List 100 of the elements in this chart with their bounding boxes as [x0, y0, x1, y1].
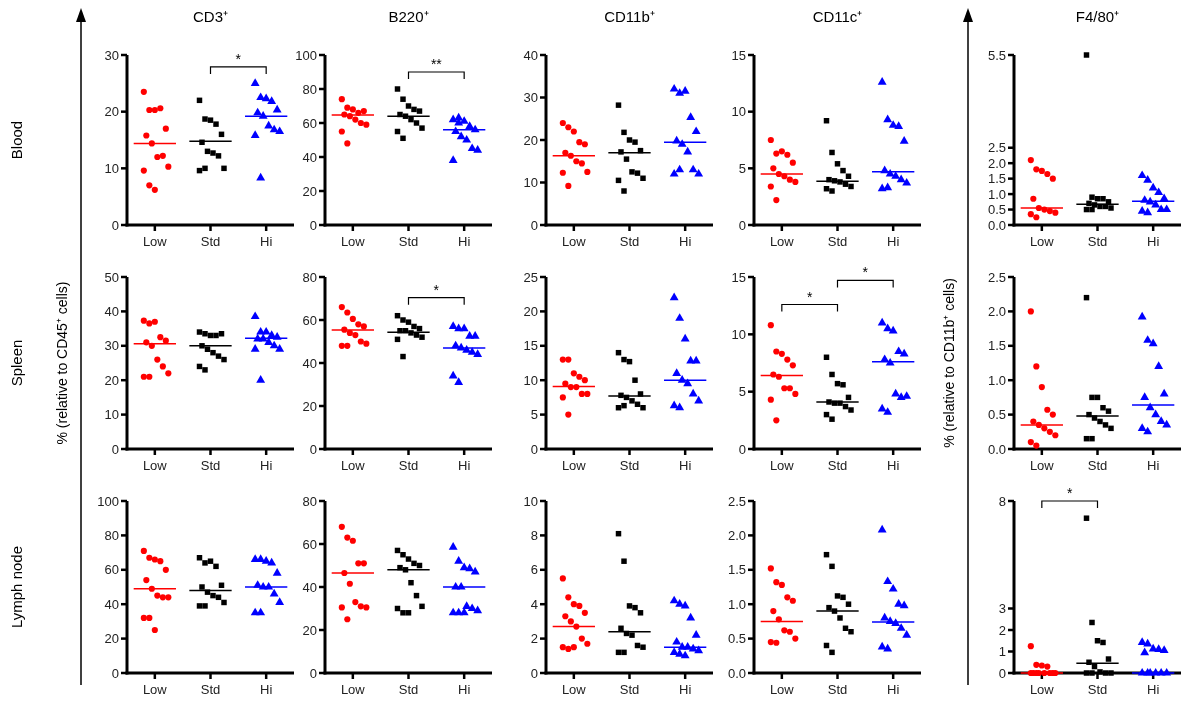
y-tick-label: 0 — [530, 441, 538, 457]
y-tick-label: 60 — [104, 562, 119, 578]
y-tick-label: 0 — [530, 665, 538, 681]
x-tick-label: Low — [340, 234, 366, 249]
x-tick-label: Std — [827, 458, 848, 473]
y-axis-title: Blood — [8, 120, 25, 160]
y-tick-label: 0 — [111, 217, 119, 233]
y-tick-label: 30 — [104, 338, 119, 354]
y-tick-label: 40 — [302, 149, 317, 165]
y-tick-label: 2.5 — [987, 140, 1006, 156]
y-tick-label: 0.0 — [727, 665, 746, 681]
y-tick-label: 40 — [302, 355, 317, 371]
x-tick-label: Hi — [679, 234, 692, 249]
y-tick-label: 6 — [530, 562, 538, 578]
chart-title: F4/80⁺ — [1075, 8, 1120, 25]
y-tick-label: 40 — [104, 596, 119, 612]
y-tick-label: 3 — [998, 601, 1006, 617]
y-tick-label: 20 — [104, 372, 119, 388]
y-tick-label: 40 — [302, 579, 317, 595]
x-tick-label: Hi — [260, 234, 273, 249]
x-tick-label: Std — [200, 458, 221, 473]
x-tick-label: Std — [1087, 234, 1108, 249]
x-tick-label: Low — [769, 682, 795, 697]
y-tick-label: 1.0 — [727, 596, 746, 612]
y-tick-label: 60 — [302, 536, 317, 552]
y-tick-label: 100 — [295, 47, 317, 63]
text: % (relative to CD45⁺ cells) — [54, 281, 70, 445]
y-tick-label: 15 — [523, 338, 538, 354]
annotation: * — [1066, 485, 1073, 501]
x-tick-label: Std — [619, 234, 640, 249]
y-tick-label: 2 — [530, 631, 538, 647]
y-tick-label: 100 — [97, 493, 119, 509]
x-tick-label: Low — [1029, 458, 1055, 473]
y-axis-title: Lymph node — [8, 545, 25, 629]
y-tick-label: 20 — [104, 631, 119, 647]
y-tick-label: 20 — [302, 183, 317, 199]
y-tick-label: 0 — [738, 441, 746, 457]
y-tick-label: 0 — [111, 441, 119, 457]
y-tick-label: 1.5 — [987, 171, 1006, 187]
x-tick-label: Low — [769, 234, 795, 249]
y-tick-label: 20 — [302, 398, 317, 414]
x-tick-label: Std — [1087, 682, 1108, 697]
y-tick-label: 10 — [731, 326, 746, 342]
y-tick-label: 20 — [104, 104, 119, 120]
annotation: * — [433, 281, 440, 298]
y-tick-label: 10 — [104, 160, 119, 176]
x-tick-label: Hi — [679, 458, 692, 473]
x-tick-label: Low — [340, 682, 366, 697]
x-tick-label: Std — [827, 682, 848, 697]
x-tick-label: Hi — [458, 682, 471, 697]
y-tick-label: 0 — [530, 217, 538, 233]
y-tick-label: 5 — [738, 160, 746, 176]
y-tick-label: 60 — [302, 115, 317, 131]
annotation: * — [806, 288, 813, 305]
y-tick-label: 1.5 — [727, 562, 746, 578]
y-tick-label: 10 — [523, 493, 538, 509]
y-tick-label: 10 — [523, 372, 538, 388]
x-tick-label: Low — [142, 234, 168, 249]
x-tick-label: Low — [142, 682, 168, 697]
x-tick-label: Low — [561, 234, 587, 249]
y-tick-label: 2.0 — [987, 155, 1006, 171]
y-tick-label: 0 — [309, 441, 317, 457]
x-tick-label: Hi — [679, 682, 692, 697]
chart-title: CD11c⁺ — [812, 8, 863, 25]
x-tick-label: Hi — [1147, 234, 1160, 249]
y-tick-label: 0.0 — [987, 217, 1006, 233]
y-tick-label: 40 — [523, 47, 538, 63]
x-tick-label: Low — [561, 682, 587, 697]
annotation: * — [862, 264, 869, 281]
y-tick-label: 2.5 — [727, 493, 746, 509]
y-tick-label: 0 — [309, 217, 317, 233]
x-tick-label: Std — [200, 682, 221, 697]
y-tick-label: 0.5 — [987, 202, 1006, 218]
x-tick-label: Std — [398, 458, 419, 473]
x-tick-label: Low — [1029, 682, 1055, 697]
x-tick-label: Hi — [260, 682, 273, 697]
x-tick-label: Low — [1029, 234, 1055, 249]
y-tick-label: 0.0 — [987, 441, 1006, 457]
y-tick-label: 10 — [523, 175, 538, 191]
y-tick-label: 50 — [104, 269, 119, 285]
y-tick-label: 5 — [738, 384, 746, 400]
y-tick-label: 80 — [302, 493, 317, 509]
y-tick-label: 0.5 — [727, 631, 746, 647]
x-tick-label: Std — [200, 234, 221, 249]
x-tick-label: Hi — [887, 234, 900, 249]
chart-title: CD3⁺ — [192, 8, 229, 25]
x-tick-label: Std — [619, 458, 640, 473]
y-tick-label: 5.5 — [987, 47, 1006, 63]
y-tick-label: 20 — [523, 303, 538, 319]
text: % (relative to CD11b⁺ cells) — [941, 278, 957, 448]
y-tick-label: 0 — [111, 665, 119, 681]
y-tick-label: 1 — [998, 644, 1006, 660]
x-tick-label: Std — [619, 682, 640, 697]
x-tick-label: Low — [561, 458, 587, 473]
y-tick-label: 1.0 — [987, 186, 1006, 202]
x-tick-label: Low — [769, 458, 795, 473]
y-tick-label: 0 — [738, 217, 746, 233]
x-tick-label: Hi — [1147, 682, 1160, 697]
annotation: ** — [430, 56, 443, 72]
x-tick-label: Std — [398, 234, 419, 249]
